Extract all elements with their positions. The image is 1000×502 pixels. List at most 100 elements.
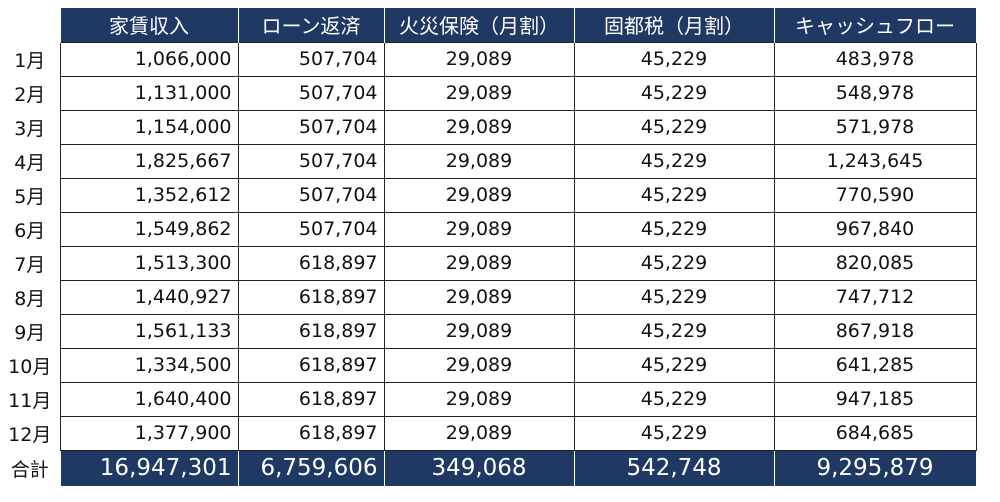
- row-month-label: 1月: [14, 49, 46, 72]
- cell-loan-repayment: 507,704: [237, 75, 385, 111]
- cell-property-tax: 45,229: [573, 177, 775, 213]
- row-month-label: 10月: [8, 355, 52, 378]
- cell-property-tax: 45,229: [573, 211, 775, 247]
- cell-loan-repayment: 618,897: [237, 245, 385, 281]
- cell-loan-repayment: 507,704: [237, 41, 385, 77]
- cell-cash-flow: 947,185: [773, 381, 977, 417]
- cell-cash-flow: 747,712: [773, 279, 977, 315]
- cell-loan-repayment: 618,897: [237, 279, 385, 315]
- cell-property-tax: 45,229: [573, 245, 775, 281]
- row-month-label: 6月: [14, 219, 46, 242]
- cell-fire-insurance: 29,089: [383, 381, 575, 417]
- cell-fire-insurance: 29,089: [383, 75, 575, 111]
- header-fire-insurance: 火災保険（月割）: [383, 8, 575, 42]
- cell-property-tax: 45,229: [573, 143, 775, 179]
- table-row: 5月 1,352,612 507,704 29,089 45,229 770,590: [0, 177, 977, 213]
- cell-loan-repayment: 618,897: [237, 347, 385, 383]
- cell-cash-flow: 1,243,645: [773, 143, 977, 179]
- cell-cash-flow: 867,918: [773, 313, 977, 349]
- cell-rent-income: 1,131,000: [59, 75, 239, 111]
- cell-fire-insurance: 29,089: [383, 313, 575, 349]
- cell-cash-flow: 641,285: [773, 347, 977, 383]
- header-property-tax: 固都税（月割）: [573, 8, 775, 42]
- cell-cash-flow: 967,840: [773, 211, 977, 247]
- cell-fire-insurance: 29,089: [383, 245, 575, 281]
- cell-property-tax: 45,229: [573, 109, 775, 145]
- cell-fire-insurance: 29,089: [383, 143, 575, 179]
- table-row: 9月 1,561,133 618,897 29,089 45,229 867,918: [0, 313, 977, 349]
- cell-fire-insurance: 29,089: [383, 41, 575, 77]
- total-rent-income: 16,947,301: [59, 449, 239, 487]
- cell-rent-income: 1,334,500: [59, 347, 239, 383]
- cell-property-tax: 45,229: [573, 75, 775, 111]
- header-cash-flow: キャッシュフロー: [773, 8, 977, 42]
- cell-cash-flow: 684,685: [773, 415, 977, 451]
- cell-loan-repayment: 618,897: [237, 313, 385, 349]
- cell-loan-repayment: 618,897: [237, 415, 385, 451]
- table-row: 11月 1,640,400 618,897 29,089 45,229 947,185: [0, 381, 977, 417]
- cell-rent-income: 1,440,927: [59, 279, 239, 315]
- cell-loan-repayment: 507,704: [237, 177, 385, 213]
- header-corner: [0, 8, 60, 42]
- row-month-label: 8月: [14, 287, 46, 310]
- row-month-label: 4月: [14, 151, 46, 174]
- cell-property-tax: 45,229: [573, 381, 775, 417]
- cell-property-tax: 45,229: [573, 41, 775, 77]
- header-row: 家賃収入 ローン返済 火災保険（月割） 固都税（月割） キャッシュフロー: [0, 8, 977, 42]
- cell-property-tax: 45,229: [573, 415, 775, 451]
- header-loan-repayment: ローン返済: [237, 8, 385, 42]
- cell-property-tax: 45,229: [573, 279, 775, 315]
- row-month-label: 12月: [8, 423, 52, 446]
- cell-cash-flow: 548,978: [773, 75, 977, 111]
- table-body: 1月 1,066,000 507,704 29,089 45,229 483,978 2月 1…: [0, 41, 977, 451]
- total-property-tax: 542,748: [573, 449, 775, 487]
- table-row: 1月 1,066,000 507,704 29,089 45,229 483,978: [0, 41, 977, 77]
- table-row: 8月 1,440,927 618,897 29,089 45,229 747,712: [0, 279, 977, 315]
- table-row: 4月 1,825,667 507,704 29,089 45,229 1,243,645: [0, 143, 977, 179]
- cell-fire-insurance: 29,089: [383, 279, 575, 315]
- total-fire-insurance: 349,068: [383, 449, 575, 487]
- row-month-label: 3月: [14, 117, 46, 140]
- cell-fire-insurance: 29,089: [383, 415, 575, 451]
- total-row: 合計 16,947,301 6,759,606 349,068 542,748 …: [0, 449, 977, 487]
- cell-rent-income: 1,549,862: [59, 211, 239, 247]
- cell-rent-income: 1,561,133: [59, 313, 239, 349]
- table-row: 2月 1,131,000 507,704 29,089 45,229 548,978: [0, 75, 977, 111]
- total-loan-repayment: 6,759,606: [237, 449, 385, 487]
- cell-loan-repayment: 507,704: [237, 109, 385, 145]
- table-row: 3月 1,154,000 507,704 29,089 45,229 571,978: [0, 109, 977, 145]
- table-row: 12月 1,377,900 618,897 29,089 45,229 684,685: [0, 415, 977, 451]
- cell-loan-repayment: 507,704: [237, 143, 385, 179]
- row-month-label: 7月: [14, 253, 46, 276]
- cell-loan-repayment: 507,704: [237, 211, 385, 247]
- table-row: 6月 1,549,862 507,704 29,089 45,229 967,840: [0, 211, 977, 247]
- total-label: 合計: [10, 458, 49, 481]
- row-month-label: 2月: [14, 83, 46, 106]
- cell-cash-flow: 483,978: [773, 41, 977, 77]
- cell-cash-flow: 770,590: [773, 177, 977, 213]
- cell-fire-insurance: 29,089: [383, 211, 575, 247]
- table-row: 10月 1,334,500 618,897 29,089 45,229 641,285: [0, 347, 977, 383]
- row-month-label: 5月: [14, 185, 46, 208]
- total-cash-flow: 9,295,879: [773, 449, 977, 487]
- cell-fire-insurance: 29,089: [383, 109, 575, 145]
- cell-cash-flow: 820,085: [773, 245, 977, 281]
- cell-loan-repayment: 618,897: [237, 381, 385, 417]
- cell-rent-income: 1,825,667: [59, 143, 239, 179]
- cell-rent-income: 1,513,300: [59, 245, 239, 281]
- table-row: 7月 1,513,300 618,897 29,089 45,229 820,085: [0, 245, 977, 281]
- cell-rent-income: 1,352,612: [59, 177, 239, 213]
- cell-fire-insurance: 29,089: [383, 177, 575, 213]
- cell-cash-flow: 571,978: [773, 109, 977, 145]
- cell-rent-income: 1,154,000: [59, 109, 239, 145]
- cell-property-tax: 45,229: [573, 347, 775, 383]
- cell-rent-income: 1,066,000: [59, 41, 239, 77]
- header-rent-income: 家賃収入: [59, 8, 239, 42]
- row-month-label: 9月: [14, 321, 46, 344]
- row-month-label: 11月: [8, 389, 52, 412]
- cell-fire-insurance: 29,089: [383, 347, 575, 383]
- cashflow-table: 家賃収入 ローン返済 火災保険（月割） 固都税（月割） キャッシュフロー 1月 1…: [0, 8, 977, 487]
- cell-rent-income: 1,640,400: [59, 381, 239, 417]
- cell-property-tax: 45,229: [573, 313, 775, 349]
- cell-rent-income: 1,377,900: [59, 415, 239, 451]
